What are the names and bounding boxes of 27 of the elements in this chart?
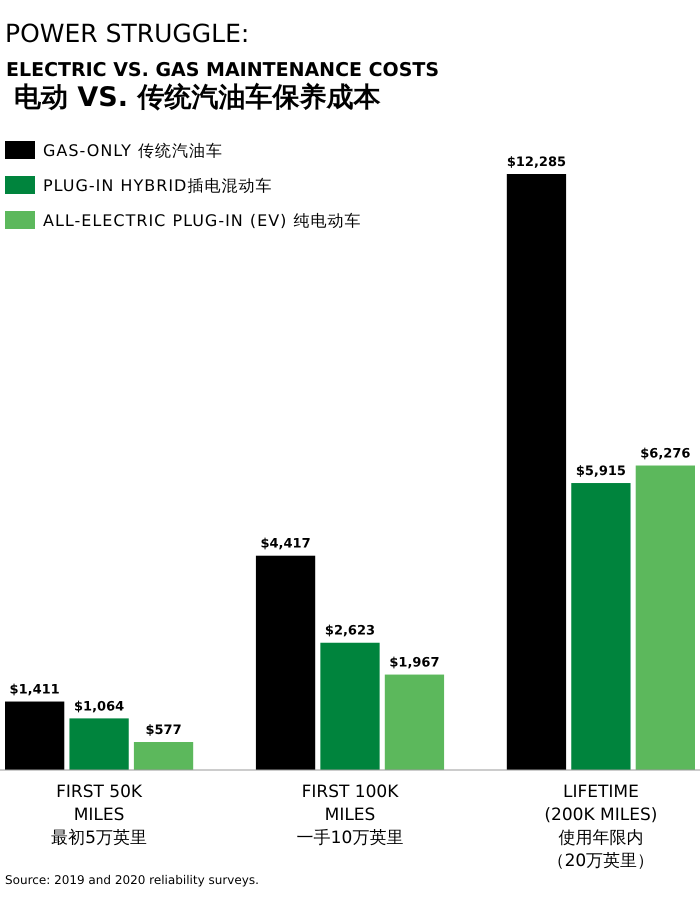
data-label: $5,915 [576, 464, 626, 480]
bar [506, 174, 566, 770]
bar [256, 556, 316, 770]
data-label: $1,064 [74, 699, 124, 714]
x-tick-label: LIFETIME (200K MILES) 使用年限内（20万英里） [544, 782, 658, 871]
data-label: $2,623 [324, 624, 376, 639]
bar [5, 702, 64, 770]
legend-label: ALL-ELECTRIC PLUG-IN (EV) 纯电动车 [43, 211, 362, 230]
chart-title: POWER STRUGGLE: [5, 19, 250, 48]
data-label: $1,411 [10, 682, 60, 698]
legend-label: GAS-ONLY 传统汽油车 [43, 141, 223, 160]
data-label: $6,276 [640, 446, 690, 462]
bar [69, 718, 129, 770]
data-label: $4,417 [260, 536, 311, 552]
x-tick-label: FIRST 50K MILES 最初5万英里 [51, 782, 148, 848]
bar [134, 742, 194, 770]
data-label: $1,967 [389, 656, 440, 671]
source-note: Source: 2019 and 2020 reliability surveys. [5, 873, 259, 887]
data-label: $12,285 [506, 155, 566, 170]
bar [636, 466, 695, 770]
x-tick-label: FIRST 100K MILES 一手10万英里 [296, 782, 404, 848]
chart-subtitle: ELECTRIC VS. GAS MAINTENANCE COSTS 电动 VS. 传统汽油车保养成本 [6, 59, 440, 113]
bar [571, 483, 631, 770]
bar [384, 674, 444, 770]
legend-label: PLUG-IN HYBRID插电混动车 [43, 176, 272, 195]
bar [320, 642, 380, 770]
data-label: $577 [145, 723, 182, 738]
